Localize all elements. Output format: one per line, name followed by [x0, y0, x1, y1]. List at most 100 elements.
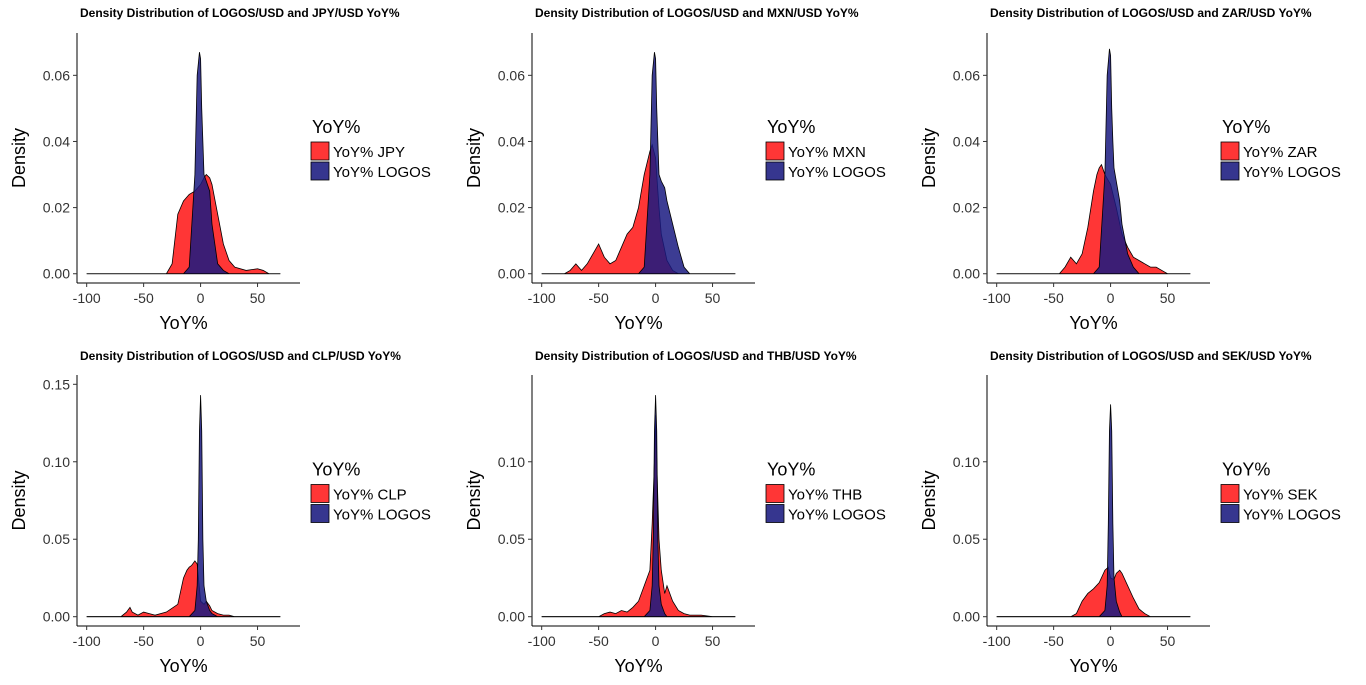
x-tick-label: -100 [73, 633, 101, 649]
y-tick-label: 0.05 [498, 531, 525, 547]
x-tick-label: 50 [705, 290, 721, 306]
y-tick-label: 0.05 [43, 531, 70, 547]
y-tick-label: 0.10 [953, 454, 980, 470]
x-tick-label: 50 [250, 633, 266, 649]
y-tick-label: 0.02 [498, 200, 525, 216]
legend-key [765, 161, 785, 181]
x-axis-label: YoY% [159, 313, 207, 333]
x-tick-label: 50 [1160, 290, 1176, 306]
chart-title: Density Distribution of LOGOS/USD and JP… [80, 6, 400, 20]
legend-key [765, 504, 785, 523]
density-area-yoy-sek [996, 566, 1191, 618]
legend-entry: YoY% SEK [1243, 487, 1318, 504]
x-tick-label: -100 [983, 290, 1011, 306]
legend-key [310, 141, 330, 161]
chart-title: Density Distribution of LOGOS/USD and CL… [80, 349, 401, 363]
y-tick-label: 0.00 [953, 266, 980, 282]
y-tick-label: 0.00 [498, 266, 525, 282]
chart-panel-2: Density Distribution of LOGOS/USD and MX… [464, 6, 886, 333]
y-tick-label: 0.05 [953, 531, 980, 547]
x-tick-label: -100 [983, 633, 1011, 649]
legend-entry: YoY% CLP [333, 487, 407, 504]
legend-entry: YoY% LOGOS [1243, 164, 1341, 181]
y-axis-label: Density [9, 470, 29, 530]
x-tick-label: -100 [73, 290, 101, 306]
x-axis-label: YoY% [614, 656, 662, 676]
x-tick-label: -50 [1044, 290, 1064, 306]
y-tick-label: 0.00 [43, 609, 70, 625]
legend-entry: YoY% LOGOS [1243, 507, 1341, 524]
legend-entry: YoY% LOGOS [333, 507, 431, 524]
legend-entry: YoY% ZAR [1243, 144, 1318, 161]
x-tick-label: 50 [250, 290, 266, 306]
y-axis-label: Density [464, 128, 484, 188]
chart-panel-6: Density Distribution of LOGOS/USD and SE… [919, 349, 1341, 676]
x-tick-label: -50 [589, 633, 609, 649]
x-tick-label: 0 [652, 290, 660, 306]
legend-key [310, 161, 330, 181]
y-tick-label: 0.06 [498, 67, 525, 83]
density-area-yoy-jpy [86, 173, 281, 275]
x-axis-label: YoY% [1069, 313, 1117, 333]
density-area-yoy-logos [996, 48, 1191, 275]
legend-key [1220, 161, 1240, 181]
chart-panel-3: Density Distribution of LOGOS/USD and ZA… [919, 6, 1341, 333]
legend-entry: YoY% LOGOS [333, 164, 431, 181]
x-tick-label: 0 [197, 290, 205, 306]
legend-key [1220, 141, 1240, 161]
chart-title: Density Distribution of LOGOS/USD and ZA… [990, 6, 1312, 20]
chart-title: Density Distribution of LOGOS/USD and TH… [535, 349, 857, 363]
density-area-yoy-logos [996, 404, 1191, 618]
legend-title: YoY% [767, 460, 815, 480]
y-tick-label: 0.04 [498, 133, 525, 149]
density-area-yoy-mxn [541, 143, 736, 275]
density-area-yoy-logos [86, 52, 281, 275]
chart-panel-4: Density Distribution of LOGOS/USD and CL… [9, 349, 431, 676]
y-tick-label: 0.02 [953, 200, 980, 216]
y-tick-label: 0.15 [43, 376, 70, 392]
legend-entry: YoY% LOGOS [788, 507, 886, 524]
legend-title: YoY% [312, 460, 360, 480]
x-axis-label: YoY% [614, 313, 662, 333]
density-area-yoy-logos [541, 395, 736, 618]
legend-key [1220, 504, 1240, 523]
density-area-yoy-zar [996, 163, 1191, 275]
legend-title: YoY% [1222, 117, 1270, 137]
density-area-yoy-clp [86, 560, 281, 618]
x-tick-label: 0 [652, 633, 660, 649]
y-axis-label: Density [464, 470, 484, 530]
density-area-yoy-logos [86, 395, 281, 618]
legend-entry: YoY% MXN [788, 144, 866, 161]
legend-entry: YoY% LOGOS [788, 164, 886, 181]
y-axis-label: Density [919, 470, 939, 530]
density-area-yoy-logos [541, 52, 736, 275]
y-tick-label: 0.06 [43, 67, 70, 83]
density-area-yoy-thb [541, 415, 736, 618]
chart-title: Density Distribution of LOGOS/USD and SE… [990, 349, 1312, 363]
legend-key [310, 484, 330, 503]
x-axis-label: YoY% [1069, 656, 1117, 676]
y-tick-label: 0.04 [953, 133, 980, 149]
x-tick-label: -100 [528, 290, 556, 306]
x-axis-label: YoY% [159, 656, 207, 676]
y-tick-label: 0.02 [43, 200, 70, 216]
legend-key [765, 141, 785, 161]
legend-key [310, 504, 330, 523]
y-tick-label: 0.04 [43, 133, 70, 149]
y-tick-label: 0.10 [43, 454, 70, 470]
y-tick-label: 0.00 [43, 266, 70, 282]
chart-panel-1: Density Distribution of LOGOS/USD and JP… [9, 6, 431, 333]
chart-panel-5: Density Distribution of LOGOS/USD and TH… [464, 349, 886, 676]
x-tick-label: 50 [705, 633, 721, 649]
x-tick-label: 0 [1107, 290, 1115, 306]
x-tick-label: 0 [1107, 633, 1115, 649]
y-tick-label: 0.06 [953, 67, 980, 83]
legend-key [1220, 484, 1240, 503]
y-tick-label: 0.00 [498, 609, 525, 625]
x-tick-label: 50 [1160, 633, 1176, 649]
y-tick-label: 0.10 [498, 454, 525, 470]
x-tick-label: -100 [528, 633, 556, 649]
y-axis-label: Density [919, 128, 939, 188]
legend-title: YoY% [312, 117, 360, 137]
